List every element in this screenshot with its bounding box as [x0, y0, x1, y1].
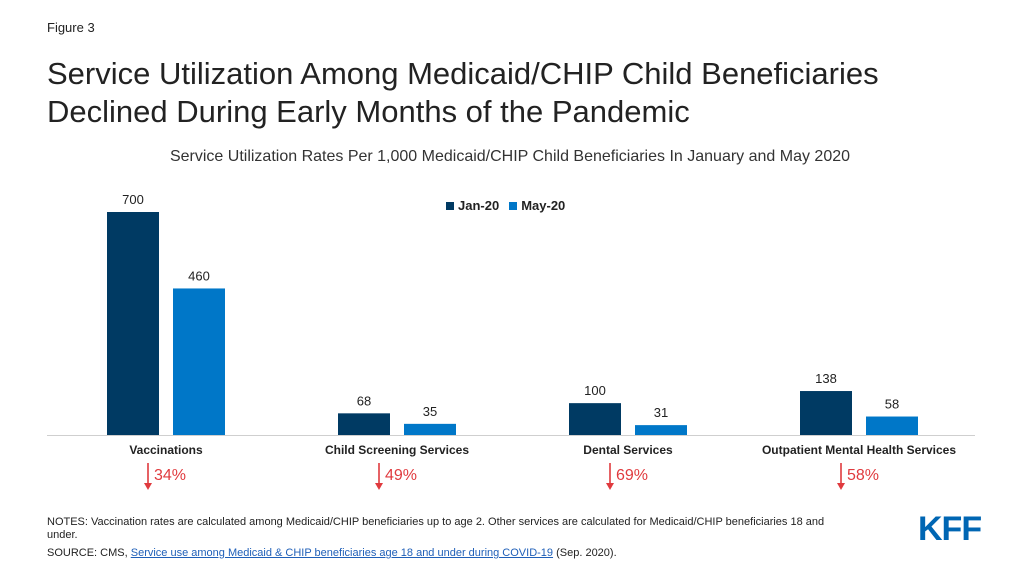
data-label-outpatient-mental-health-services-may-20: 58 — [885, 397, 899, 412]
down-arrowhead-icon — [375, 483, 383, 490]
source-suffix: (Sep. 2020). — [553, 547, 617, 559]
figure-label: Figure 3 — [47, 20, 95, 35]
data-label-outpatient-mental-health-services-jan-20: 138 — [815, 371, 837, 386]
change-label-dental-services: 69% — [616, 467, 648, 484]
bar-dental-services-jan-20 — [569, 403, 621, 435]
category-label-vaccinations: Vaccinations — [129, 443, 203, 457]
legend-swatch-may — [509, 201, 518, 210]
change-label-child-screening-services: 49% — [385, 467, 417, 484]
down-arrowhead-icon — [837, 483, 845, 490]
change-label-vaccinations: 34% — [154, 467, 186, 484]
data-label-child-screening-services-jan-20: 68 — [357, 393, 371, 408]
title-line-1: Service Utilization Among Medicaid/CHIP … — [47, 56, 879, 91]
data-label-child-screening-services-may-20: 35 — [423, 404, 437, 419]
bar-outpatient-mental-health-services-jan-20 — [800, 391, 852, 435]
legend-item-may: May-20 — [509, 198, 565, 213]
chart-subtitle: Service Utilization Rates Per 1,000 Medi… — [169, 148, 851, 165]
source-prefix: SOURCE: CMS, — [47, 547, 131, 559]
legend-item-jan: Jan-20 — [446, 198, 499, 213]
category-label-child-screening-services: Child Screening Services — [325, 443, 469, 457]
bar-outpatient-mental-health-services-may-20 — [866, 416, 918, 435]
notes-text: NOTES: Vaccination rates are calculated … — [47, 516, 825, 541]
data-label-vaccinations-jan-20: 700 — [122, 192, 144, 207]
down-arrowhead-icon — [606, 483, 614, 490]
page-title: Service Utilization Among Medicaid/CHIP … — [47, 55, 1007, 131]
kff-logo: KFF — [918, 510, 982, 548]
category-label-outpatient-mental-health-services: Outpatient Mental Health Services — [762, 443, 956, 457]
source-text: SOURCE: CMS, Service use among Medicaid … — [47, 547, 847, 560]
change-label-outpatient-mental-health-services: 58% — [847, 467, 879, 484]
source-link[interactable]: Service use among Medicaid & CHIP benefi… — [130, 547, 554, 559]
chart-legend: Jan-20 May-20 — [446, 198, 565, 213]
data-label-vaccinations-may-20: 460 — [188, 268, 210, 283]
bar-dental-services-may-20 — [635, 425, 687, 435]
bar-vaccinations-may-20 — [173, 288, 225, 435]
bar-child-screening-services-may-20 — [404, 423, 456, 435]
data-label-dental-services-may-20: 31 — [654, 405, 668, 420]
down-arrowhead-icon — [144, 483, 152, 490]
data-label-dental-services-jan-20: 100 — [584, 383, 606, 398]
bar-vaccinations-jan-20 — [107, 212, 159, 435]
bar-child-screening-services-jan-20 — [338, 413, 390, 435]
title-line-2: Declined During Early Months of the Pand… — [47, 94, 690, 129]
legend-label-jan: Jan-20 — [458, 198, 500, 213]
legend-swatch-jan — [446, 201, 454, 210]
category-label-dental-services: Dental Services — [583, 443, 673, 457]
legend-label-may: May-20 — [521, 198, 566, 213]
